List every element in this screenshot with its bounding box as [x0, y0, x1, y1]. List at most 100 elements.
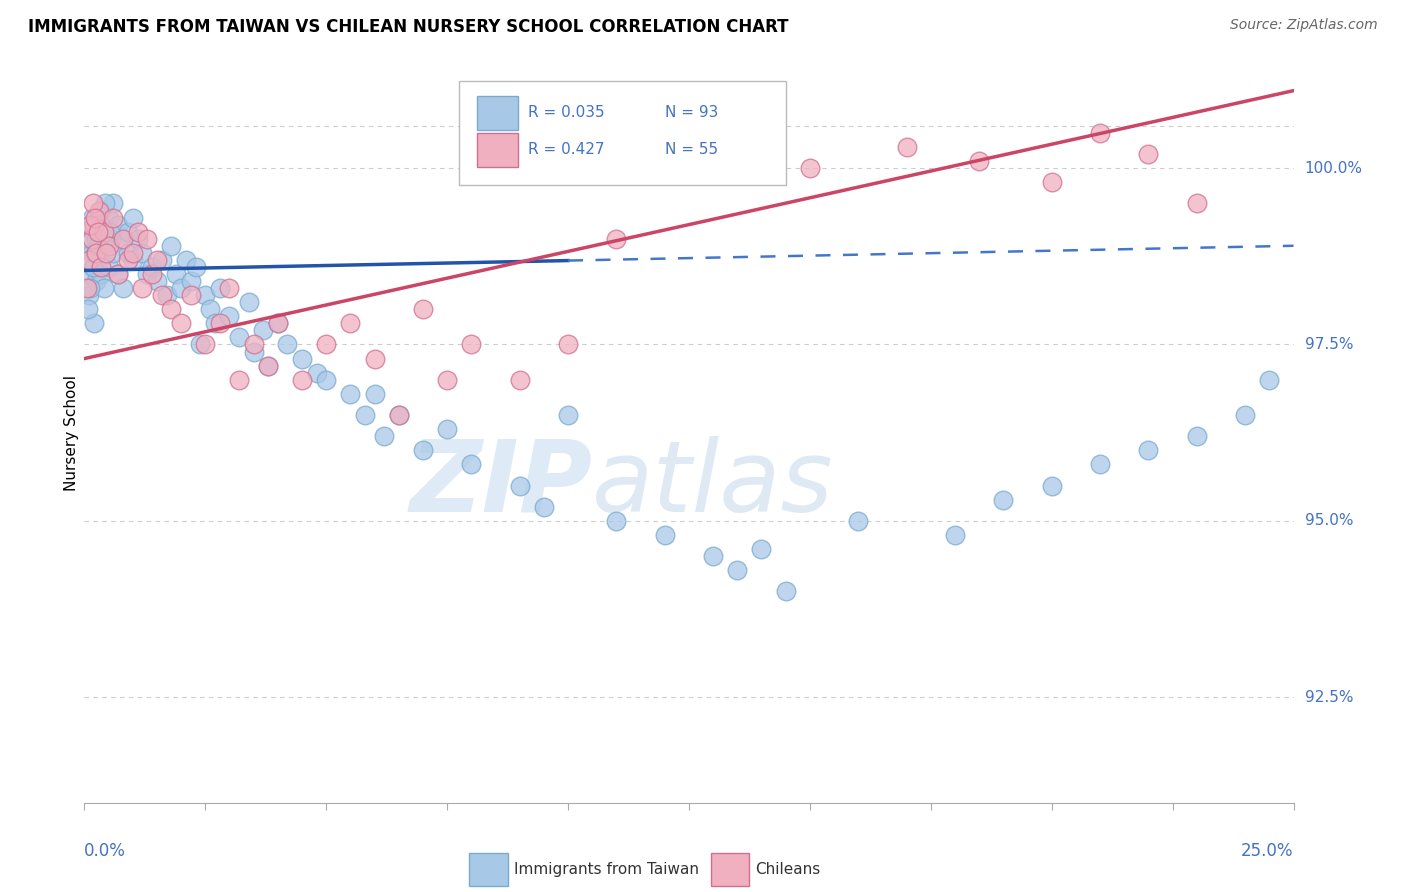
Point: [150, 288, 173, 302]
Point: [160, 239, 183, 253]
Point: [87, 218, 110, 232]
Point: [751, 541, 773, 556]
Point: [436, 422, 458, 436]
Point: [86, 245, 108, 260]
Point: [180, 288, 202, 302]
Point: [315, 337, 337, 351]
Point: [155, 288, 177, 302]
Point: [83, 225, 105, 239]
Point: [146, 252, 169, 267]
Point: [363, 387, 385, 401]
Point: [1040, 478, 1063, 492]
Text: 25.0%: 25.0%: [1241, 842, 1294, 860]
Point: [141, 260, 163, 274]
Text: IMMIGRANTS FROM TAIWAN VS CHILEAN NURSERY SCHOOL CORRELATION CHART: IMMIGRANTS FROM TAIWAN VS CHILEAN NURSER…: [28, 18, 789, 36]
Point: [218, 310, 240, 324]
Point: [354, 408, 377, 422]
Point: [76, 267, 98, 281]
Point: [79, 218, 101, 232]
Point: [136, 232, 159, 246]
Point: [77, 252, 100, 267]
Point: [725, 563, 748, 577]
Text: Chileans: Chileans: [755, 862, 821, 877]
Point: [127, 232, 149, 246]
Text: 97.5%: 97.5%: [1305, 337, 1353, 352]
Point: [112, 232, 135, 246]
Point: [388, 408, 411, 422]
Point: [117, 225, 139, 239]
Point: [654, 528, 676, 542]
Point: [218, 281, 240, 295]
Point: [252, 323, 274, 337]
Point: [751, 126, 773, 140]
Point: [388, 408, 411, 422]
Point: [190, 337, 212, 351]
Point: [257, 359, 280, 373]
Point: [291, 373, 314, 387]
Point: [184, 260, 207, 274]
Point: [83, 218, 105, 232]
Text: Source: ZipAtlas.com: Source: ZipAtlas.com: [1230, 18, 1378, 32]
Point: [77, 232, 100, 246]
Point: [131, 281, 153, 295]
Point: [509, 373, 531, 387]
Point: [291, 351, 314, 366]
Point: [86, 274, 108, 288]
Point: [87, 252, 110, 267]
Point: [1185, 429, 1208, 443]
Point: [77, 302, 100, 317]
Point: [90, 260, 112, 274]
Point: [97, 211, 120, 225]
Point: [305, 366, 328, 380]
Point: [103, 211, 125, 225]
Point: [943, 528, 966, 542]
Point: [107, 218, 129, 232]
Text: N = 55: N = 55: [665, 143, 718, 157]
Point: [533, 500, 555, 514]
Point: [194, 288, 217, 302]
Point: [1040, 175, 1063, 189]
Point: [363, 351, 385, 366]
Point: [107, 267, 129, 281]
Point: [117, 245, 139, 260]
Point: [509, 478, 531, 492]
FancyBboxPatch shape: [478, 133, 519, 167]
Point: [775, 584, 797, 599]
Point: [170, 316, 193, 330]
Point: [84, 211, 107, 225]
Point: [80, 245, 103, 260]
Point: [654, 147, 676, 161]
Point: [94, 239, 117, 253]
Point: [228, 330, 250, 344]
Point: [174, 252, 197, 267]
Point: [150, 252, 173, 267]
Point: [93, 225, 115, 239]
Text: 92.5%: 92.5%: [1305, 690, 1353, 705]
Point: [412, 302, 434, 317]
Point: [131, 245, 153, 260]
Text: R = 0.035: R = 0.035: [529, 105, 605, 120]
Point: [194, 337, 217, 351]
Point: [460, 458, 482, 472]
Point: [90, 203, 112, 218]
Point: [702, 549, 724, 563]
Point: [242, 337, 264, 351]
FancyBboxPatch shape: [478, 95, 519, 130]
Point: [112, 232, 135, 246]
Point: [993, 492, 1015, 507]
Point: [112, 281, 135, 295]
Point: [165, 267, 187, 281]
Point: [412, 443, 434, 458]
Point: [967, 154, 990, 169]
Point: [1137, 443, 1160, 458]
Point: [238, 295, 260, 310]
Point: [121, 252, 143, 267]
Point: [90, 267, 112, 281]
Text: R = 0.427: R = 0.427: [529, 143, 605, 157]
Point: [103, 245, 125, 260]
Y-axis label: Nursery School: Nursery School: [63, 375, 79, 491]
Point: [141, 267, 163, 281]
Point: [80, 211, 103, 225]
Point: [97, 239, 120, 253]
Point: [127, 225, 149, 239]
